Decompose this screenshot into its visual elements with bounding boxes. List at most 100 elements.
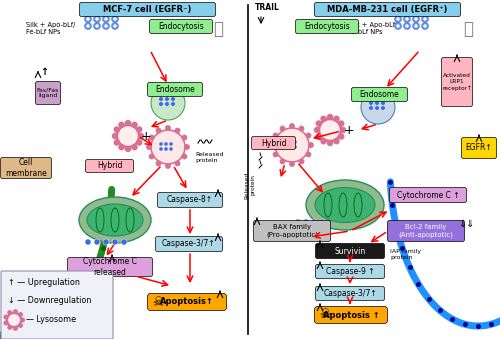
Circle shape [96,25,98,27]
Circle shape [311,219,317,225]
FancyBboxPatch shape [252,137,296,149]
Text: BAX family
(Pro-apoptotic): BAX family (Pro-apoptotic) [266,224,318,238]
Circle shape [112,239,118,245]
Text: ☠: ☠ [152,296,163,308]
Ellipse shape [315,187,375,222]
FancyBboxPatch shape [80,2,216,17]
Circle shape [397,18,399,20]
Circle shape [303,219,309,225]
Circle shape [159,147,163,151]
Circle shape [169,147,173,151]
Circle shape [280,159,284,164]
FancyBboxPatch shape [314,2,460,17]
Ellipse shape [306,180,384,230]
Text: +: + [344,123,354,137]
Text: Silk + Apo-bLf/
Fe-bLf NPs: Silk + Apo-bLf/ Fe-bLf NPs [26,22,76,35]
FancyBboxPatch shape [1,271,113,339]
Circle shape [96,18,98,20]
Circle shape [415,25,417,27]
Text: IAP family
protein: IAP family protein [390,249,421,260]
Circle shape [150,135,154,140]
Circle shape [422,16,428,22]
Circle shape [375,106,379,110]
Circle shape [159,97,163,101]
Circle shape [328,140,332,145]
Circle shape [182,154,186,159]
Text: ⤓: ⤓ [463,20,473,38]
Circle shape [14,310,18,314]
Text: ⇓⇓: ⇓⇓ [458,219,474,229]
Circle shape [321,139,326,144]
Circle shape [412,22,420,29]
Circle shape [105,18,107,20]
FancyBboxPatch shape [0,158,52,179]
Ellipse shape [87,204,143,236]
Circle shape [321,116,326,121]
Circle shape [381,106,385,110]
Circle shape [8,325,12,329]
Circle shape [171,102,175,106]
Circle shape [151,130,185,164]
FancyBboxPatch shape [86,160,134,173]
Text: Cytochrome C ↑: Cytochrome C ↑ [396,191,460,199]
Circle shape [290,124,294,128]
Text: Caspase-8↑: Caspase-8↑ [167,196,213,204]
Circle shape [176,128,180,133]
FancyBboxPatch shape [156,237,222,252]
Circle shape [306,133,310,138]
Circle shape [114,25,116,27]
Circle shape [369,101,373,105]
Text: ↑ — Upregulation: ↑ — Upregulation [8,278,80,287]
Circle shape [103,239,109,245]
Circle shape [271,143,275,147]
Text: Endocytosis: Endocytosis [158,22,204,31]
Circle shape [151,86,185,120]
Circle shape [165,97,169,101]
Circle shape [114,18,116,20]
Text: Hybrid: Hybrid [97,161,122,171]
Circle shape [394,16,402,22]
FancyBboxPatch shape [36,81,60,104]
Circle shape [137,140,142,145]
Circle shape [94,22,100,29]
Circle shape [164,147,168,151]
Circle shape [275,128,309,162]
Circle shape [381,101,385,105]
Circle shape [84,22,91,29]
Text: Released
protein: Released protein [244,172,256,199]
Text: Activated
LRP1
receptor↑: Activated LRP1 receptor↑ [442,74,472,91]
Text: ↓ — Downregulation: ↓ — Downregulation [8,296,91,305]
Circle shape [85,239,91,245]
Circle shape [339,121,344,126]
Circle shape [4,321,8,325]
Circle shape [319,219,325,225]
Circle shape [117,125,139,147]
FancyBboxPatch shape [314,306,388,323]
Circle shape [156,161,160,166]
Text: Cytochrome C
released: Cytochrome C released [83,257,137,277]
Circle shape [334,116,339,121]
Circle shape [361,90,395,124]
Text: Bcl-2 family
(Anti-apoptotic): Bcl-2 family (Anti-apoptotic) [398,224,454,238]
FancyBboxPatch shape [388,220,464,241]
FancyBboxPatch shape [316,243,384,259]
Circle shape [182,135,186,140]
Circle shape [84,16,91,22]
FancyBboxPatch shape [442,58,472,106]
Circle shape [288,145,292,149]
Circle shape [166,164,170,168]
Circle shape [176,161,180,166]
Circle shape [397,25,399,27]
Circle shape [165,102,169,106]
Circle shape [280,126,284,131]
Circle shape [274,133,278,138]
Circle shape [404,22,410,29]
Text: Endosome: Endosome [360,90,400,99]
Text: — Lysosome: — Lysosome [26,316,76,324]
Text: +: + [140,129,151,142]
Circle shape [293,145,297,149]
FancyBboxPatch shape [68,258,152,277]
Text: Cell
membrane: Cell membrane [5,158,47,178]
Text: TRAIL: TRAIL [255,3,280,12]
Text: ↑: ↑ [40,67,48,77]
